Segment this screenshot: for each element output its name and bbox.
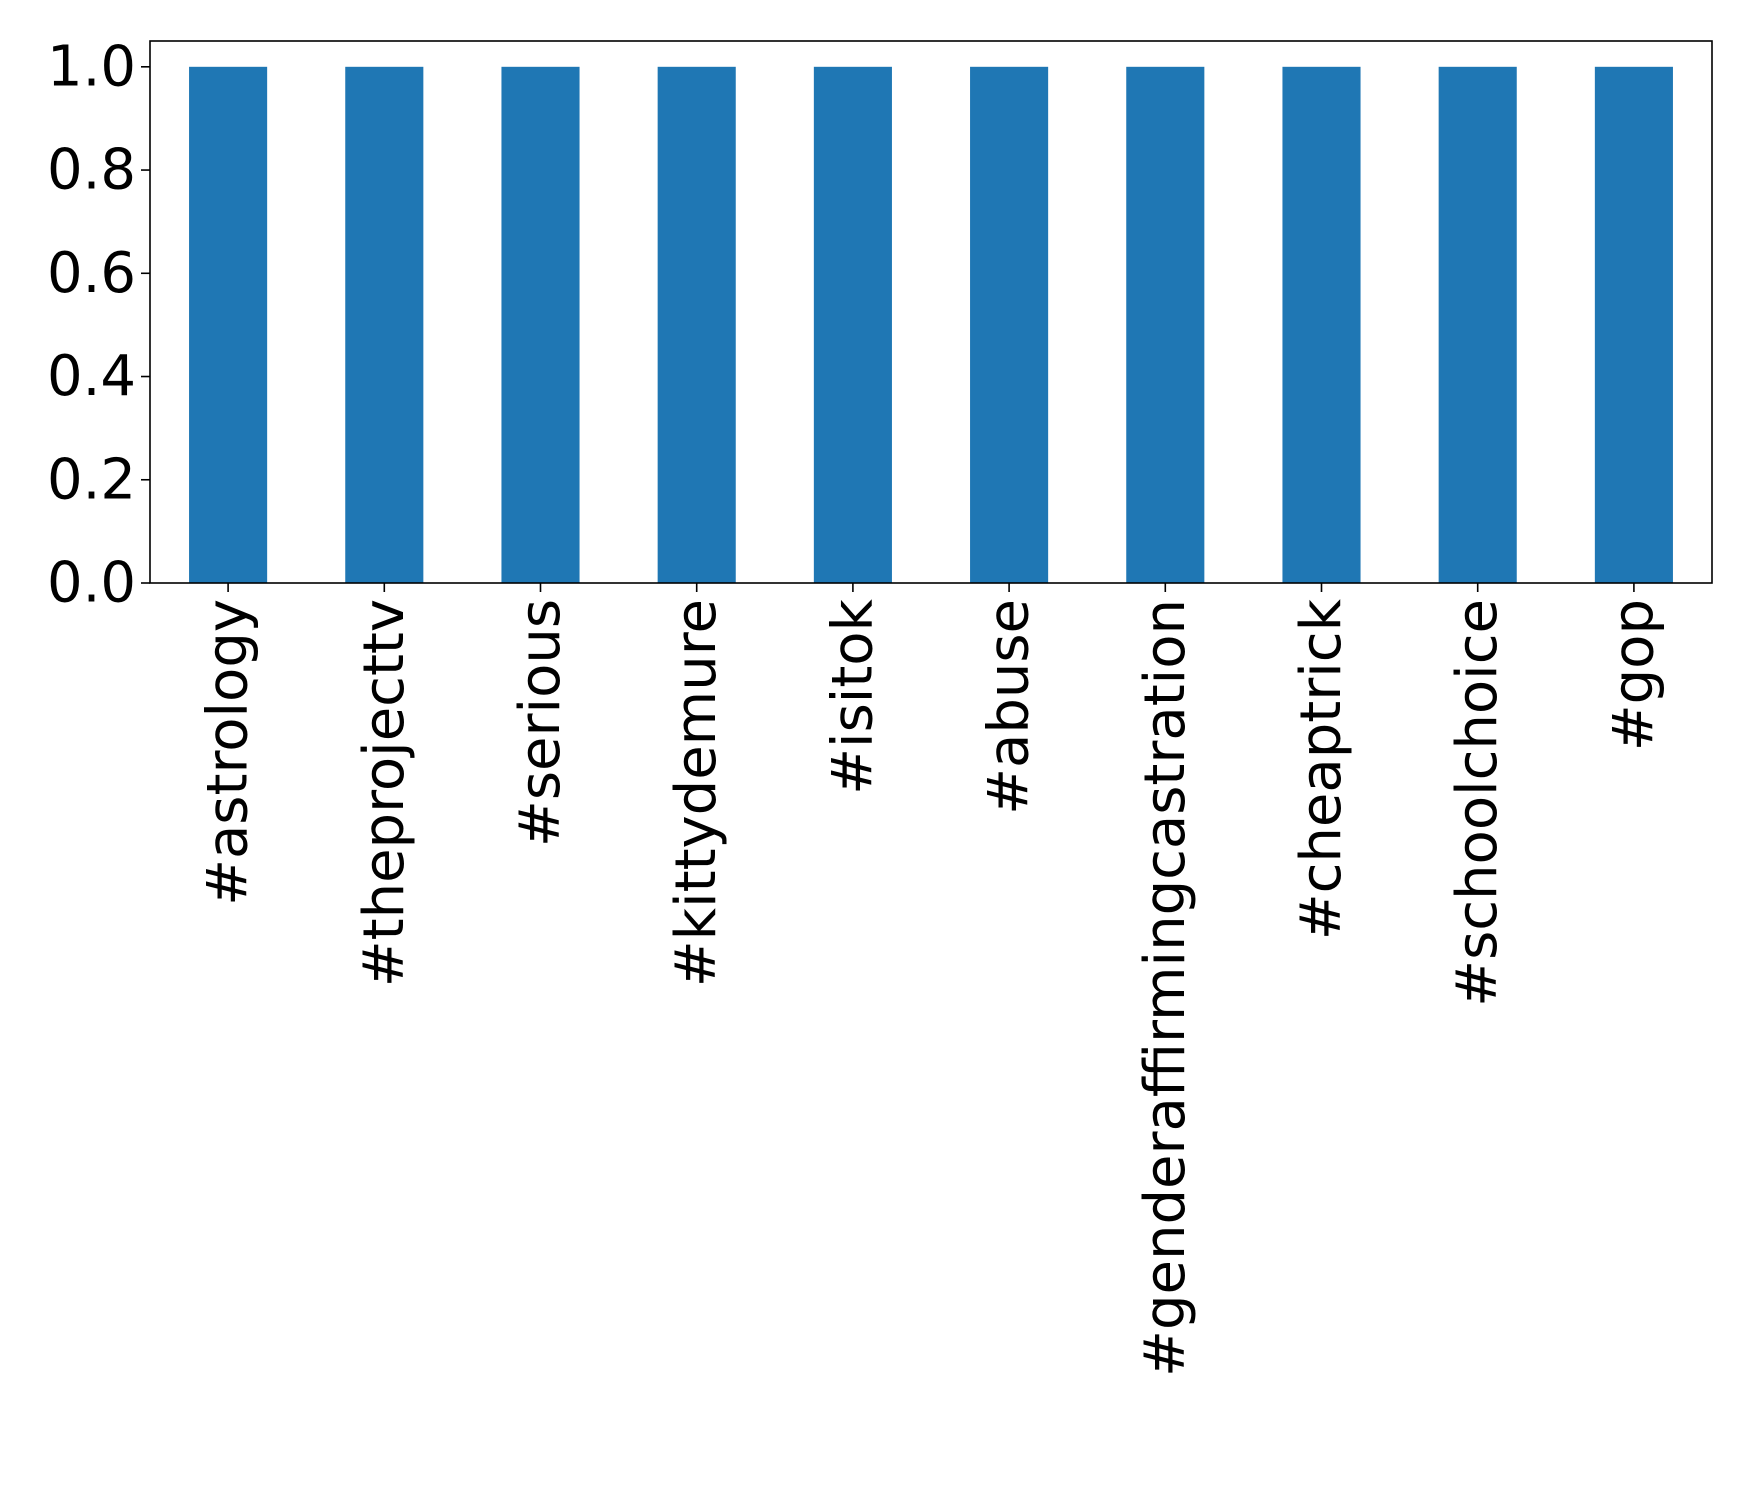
x-tick-label: #genderaffirmingcastration <box>1133 599 1198 1377</box>
bar <box>1438 66 1517 584</box>
bar <box>1594 66 1673 584</box>
x-axis: #astrology #theprojecttv #serious #kittydem… <box>196 583 1666 1377</box>
bar <box>1282 66 1361 584</box>
y-tick-label: 1.0 <box>47 34 136 99</box>
bar <box>970 66 1049 584</box>
y-tick-label: 0.4 <box>47 344 136 409</box>
x-tick-label: #gop <box>1601 599 1666 751</box>
y-axis: 0.0 0.2 0.4 0.6 0.8 1.0 <box>47 34 150 616</box>
x-tick-label: #isitok <box>820 598 885 794</box>
x-tick-label: #schoolchoice <box>1445 599 1510 1007</box>
x-tick-label: #abuse <box>977 599 1042 815</box>
bar <box>813 66 892 584</box>
y-tick-label: 0.8 <box>47 138 136 203</box>
y-tick-label: 0.2 <box>47 447 136 512</box>
bar <box>657 66 736 584</box>
bar <box>1126 66 1205 584</box>
x-tick-label: #astrology <box>196 599 261 906</box>
x-tick-label: #kittydemure <box>664 599 729 987</box>
x-tick-label: #cheaptrick <box>1289 598 1354 940</box>
bar <box>189 66 268 584</box>
bars-group <box>189 66 1673 584</box>
bar <box>501 66 580 584</box>
y-tick-label: 0.6 <box>47 241 136 306</box>
y-tick-label: 0.0 <box>47 551 136 616</box>
x-tick-label: #theprojecttv <box>352 599 417 987</box>
x-tick-label: #serious <box>508 599 573 847</box>
bar <box>345 66 424 584</box>
plot-frame <box>149 40 1713 584</box>
